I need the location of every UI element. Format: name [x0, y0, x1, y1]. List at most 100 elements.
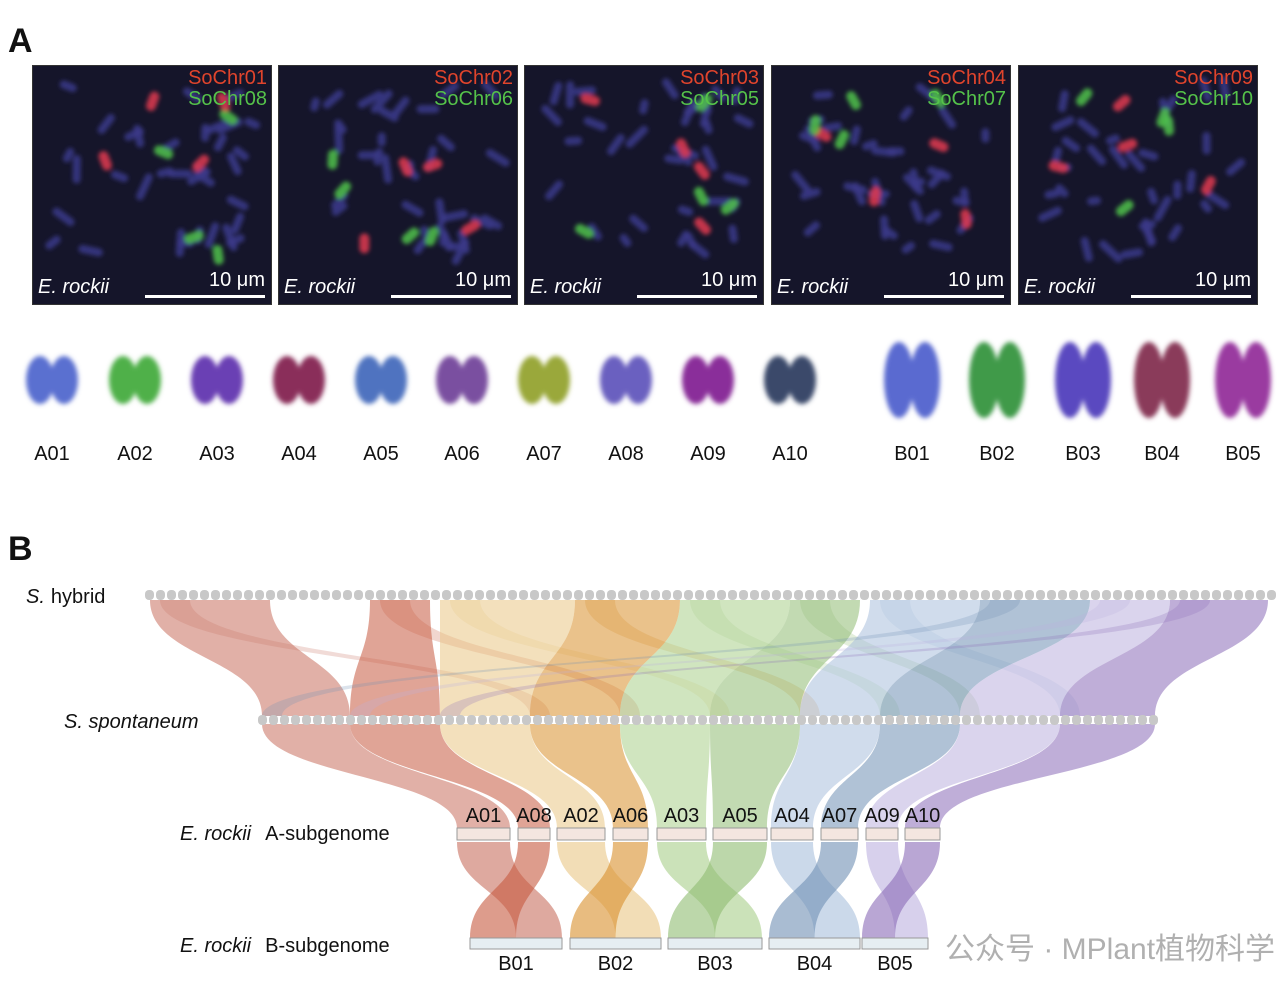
b-chromosome-label: B02 [597, 953, 634, 975]
red-signal [929, 138, 949, 153]
chromosome [175, 228, 186, 257]
spontaneum-chromosome-bar [489, 715, 498, 725]
chromosome [377, 132, 386, 147]
chromosome [381, 154, 393, 184]
karyotype-chromosome [884, 342, 940, 418]
spontaneum-chromosome-bar [665, 715, 674, 725]
hybrid-chromosome-bar [618, 590, 627, 600]
chromosome [124, 127, 144, 141]
hybrid-chromosome-bar [354, 590, 363, 600]
scale-bar-label: 10 μm [1195, 269, 1251, 291]
spontaneum-chromosome-bar [808, 715, 817, 725]
probe-green-label: SoChr06 [434, 88, 513, 110]
species-label: E. rockii [38, 276, 110, 298]
spontaneum-chromosome-bar [324, 715, 333, 725]
spontaneum-chromosome-bar [973, 715, 982, 725]
hybrid-chromosome-bar [1102, 590, 1111, 600]
probe-green-label: SoChr05 [680, 88, 759, 110]
spontaneum-chromosome-bar [731, 715, 740, 725]
hybrid-chromosome-bar [629, 590, 638, 600]
spontaneum-chromosome-bar [555, 715, 564, 725]
spontaneum-chromosome-bar [841, 715, 850, 725]
chromosome [440, 209, 469, 222]
karyotype-chromosome [1055, 342, 1111, 418]
chromosome [791, 170, 812, 195]
chromosome [110, 170, 129, 183]
b-chromosome-label: B03 [697, 953, 733, 975]
genome-label-a-subgenome: E. rockii A-subgenome [180, 823, 390, 845]
spontaneum-chromosome-bar [720, 715, 729, 725]
b-chromosome-block [768, 937, 861, 950]
hybrid-chromosome-bar [1223, 590, 1232, 600]
chromosome [439, 82, 460, 99]
green-signal [212, 244, 224, 265]
hybrid-chromosome-bar [1190, 590, 1199, 600]
hybrid-chromosome-bar [189, 590, 198, 600]
chromosome [879, 215, 889, 240]
hybrid-chromosome-bar [376, 590, 385, 600]
hybrid-chromosome-bar [409, 590, 418, 600]
a-chromosome-block [556, 827, 606, 841]
a-chromosome-block [820, 827, 859, 841]
chromosome [688, 240, 710, 259]
hybrid-chromosome-bar [981, 590, 990, 600]
green-signal [695, 94, 713, 112]
a-chromosome-label: A07 [821, 805, 858, 827]
fish-image: SoChr03 SoChr05 E. rockii 10 μm [524, 65, 764, 305]
karyotype-label: B04 [1144, 443, 1180, 465]
karyotype-label: A06 [444, 443, 480, 465]
hybrid-chromosome-bar [420, 590, 429, 600]
chromosome [481, 80, 501, 101]
hybrid-chromosome-bar [156, 590, 165, 600]
green-signal [401, 227, 420, 245]
scale-bar-label: 10 μm [209, 269, 265, 291]
green-signal [334, 181, 352, 199]
hybrid-chromosome-bar [266, 590, 275, 600]
spontaneum-chromosome-bar [1116, 715, 1125, 725]
hybrid-chromosome-bar [398, 590, 407, 600]
probe-red-label: SoChr04 [927, 67, 1006, 89]
chromosome [680, 98, 698, 127]
spontaneum-chromosome-bar [962, 715, 971, 725]
spontaneum-chromosome-bar [1006, 715, 1015, 725]
synteny-ribbon [620, 600, 790, 716]
synteny-ribbon [668, 842, 767, 938]
chromosome [1087, 196, 1102, 206]
chromosome [136, 173, 153, 201]
hybrid-chromosome-bar [1080, 590, 1089, 600]
a-chromosome-block [612, 827, 649, 841]
chromosome [564, 136, 583, 146]
green-signal [930, 89, 946, 108]
hybrid-chromosome-bar [860, 590, 869, 600]
spontaneum-chromosome-bar [643, 715, 652, 725]
chromosome [821, 122, 842, 133]
chromosome [924, 210, 941, 225]
chromosome [1044, 189, 1061, 199]
spontaneum-chromosome-bar [335, 715, 344, 725]
red-signal [1201, 176, 1216, 195]
hybrid-chromosome-bar [233, 590, 242, 600]
genome-label-spontaneum: S. spontaneum [64, 711, 199, 733]
chromosome [437, 134, 455, 152]
fish-image: SoChr09 SoChr10 E. rockii 10 μm [1018, 65, 1258, 305]
chromosome [541, 104, 562, 126]
synteny-ribbon [771, 724, 880, 828]
chromosome [357, 90, 384, 109]
hybrid-chromosome-bar [442, 590, 451, 600]
green-signal [720, 198, 739, 215]
chromosome [886, 147, 905, 156]
karyotype-chromosome [355, 356, 407, 404]
chromosome [803, 221, 821, 237]
synteny-ribbon [800, 600, 980, 716]
hybrid-chromosome-bar [365, 590, 374, 600]
hybrid-chromosome-bar [794, 590, 803, 600]
fish-image: SoChr02 SoChr06 E. rockii 10 μm [278, 65, 518, 305]
synteny-ribbon [905, 724, 1155, 828]
chromosome [52, 207, 75, 226]
green-signal [1115, 200, 1134, 217]
red-signal [960, 208, 972, 229]
spontaneum-chromosome-bar [258, 715, 267, 725]
chromosome [723, 172, 749, 186]
hybrid-chromosome-bar [200, 590, 209, 600]
